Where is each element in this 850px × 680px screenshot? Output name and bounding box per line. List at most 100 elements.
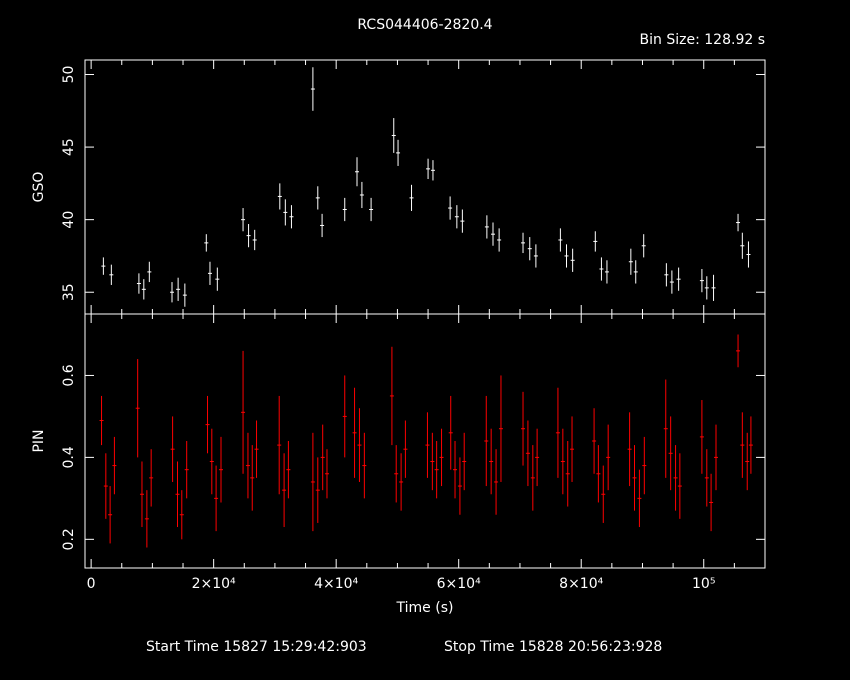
pin-data-point: [570, 416, 575, 482]
gso-data-point: [310, 67, 315, 111]
pin-data-point: [484, 395, 489, 487]
pin-data-point: [462, 432, 467, 491]
x-tick-label: 8×10⁴: [559, 576, 603, 592]
gso-data-point: [699, 269, 704, 293]
chart-title: RCS044406-2820.4: [357, 17, 492, 33]
gso-data-point: [704, 276, 709, 300]
gso-data-point: [599, 257, 604, 281]
pin-data-point: [282, 453, 287, 528]
pin-data-point: [736, 334, 741, 368]
pin-data-point: [179, 490, 184, 540]
bin-size-label: Bin Size: 128.92 s: [640, 32, 765, 48]
pin-data-point: [108, 486, 113, 544]
pin-data-point: [362, 432, 367, 499]
x-tick-label: 10⁵: [692, 576, 715, 592]
pin-data-point: [457, 457, 462, 515]
pin-data-point: [99, 395, 104, 446]
pin-data-point: [498, 375, 503, 482]
gso-data-point: [169, 282, 174, 303]
pin-data-point: [525, 420, 530, 487]
pin-data-point: [530, 445, 535, 511]
pin-data-point: [205, 395, 210, 454]
pin-data-point: [352, 387, 357, 478]
gso-data-point: [246, 224, 251, 248]
pin-data-point: [315, 457, 320, 523]
x-tick-label: 4×10⁴: [314, 576, 358, 592]
x-tick-label: 6×10⁴: [437, 576, 481, 592]
pin-data-point: [596, 445, 601, 503]
gso-data-point: [355, 157, 359, 187]
pin-data-point: [601, 465, 606, 523]
pin-data-point: [310, 432, 315, 532]
gso-data-point: [409, 184, 414, 211]
pin-data-point: [219, 436, 223, 503]
gso-data-point: [676, 267, 681, 291]
pin-data-point: [713, 424, 718, 491]
gso-data-point: [664, 263, 669, 287]
gso-data-point: [669, 270, 674, 294]
pin-data-point: [357, 408, 362, 482]
gso-data-point: [558, 228, 563, 252]
gso-data-point: [484, 215, 489, 239]
gso-data-point: [533, 244, 538, 268]
gso-data-point: [740, 232, 745, 259]
pin-data-point: [144, 490, 149, 548]
pin-data-point: [245, 432, 250, 499]
pin-data-point: [434, 441, 439, 499]
gso-data-points: [101, 67, 751, 307]
gso-data-point: [252, 229, 257, 251]
x-tick-label: 0: [87, 576, 96, 592]
gso-data-point: [320, 213, 325, 238]
gso-data-point: [633, 260, 638, 284]
gso-data-point: [283, 199, 288, 226]
gso-data-point: [736, 213, 741, 232]
gso-data-point: [570, 248, 575, 272]
pin-data-point: [175, 461, 180, 528]
gso-data-point: [109, 264, 114, 285]
gso-data-point: [564, 244, 569, 268]
pin-data-point: [112, 436, 117, 495]
pin-data-point: [745, 432, 750, 491]
pin-data-point: [535, 428, 540, 487]
pin-panel-frame: [84, 313, 766, 569]
gso-data-point: [176, 277, 181, 301]
gso-data-point: [101, 257, 106, 275]
gso-data-point: [277, 183, 282, 210]
pin-data-point: [592, 408, 597, 474]
gso-data-point: [521, 232, 526, 254]
pin-data-point: [241, 350, 246, 474]
pin-data-point: [627, 412, 632, 487]
gso-data-point: [369, 197, 374, 222]
gso-data-point: [204, 234, 209, 252]
pin-data-point: [135, 359, 140, 458]
pin-data-point: [403, 420, 408, 478]
gso-data-point: [136, 273, 141, 294]
x-tick-label: 2×10⁴: [192, 576, 236, 592]
pin-data-point: [748, 416, 753, 474]
pin-data-point: [494, 449, 499, 515]
pin-data-point: [324, 449, 329, 499]
gso-data-point: [396, 139, 401, 166]
gso-data-point: [711, 274, 716, 301]
pin-data-point: [560, 428, 565, 495]
gso-data-point: [460, 209, 465, 233]
pin-data-point: [320, 424, 325, 491]
gso-data-point: [491, 222, 495, 246]
pin-x-ticks: 0 2×10⁴ 4×10⁴ 6×10⁴ 8×10⁴ 10⁵: [87, 314, 766, 592]
gso-data-point: [641, 234, 646, 258]
gso-data-point: [182, 283, 187, 307]
pin-data-point: [637, 469, 642, 528]
pin-data-point: [555, 387, 560, 478]
pin-data-point: [521, 391, 526, 466]
pin-data-point: [389, 346, 394, 446]
gso-data-point: [141, 279, 146, 300]
pin-data-point: [489, 428, 494, 495]
gso-y-tick-label: 50: [61, 66, 77, 84]
pin-panel: 0.2 0.4 0.6 0 2×10⁴ 4×10⁴ 6×10⁴ 8×10⁴ 10⁵ PIN: [31, 313, 766, 592]
pin-data-point: [668, 416, 673, 491]
gso-data-point: [315, 186, 320, 210]
pin-data-point: [342, 375, 347, 458]
pin-data-point: [709, 473, 714, 532]
pin-data-point: [740, 412, 745, 478]
